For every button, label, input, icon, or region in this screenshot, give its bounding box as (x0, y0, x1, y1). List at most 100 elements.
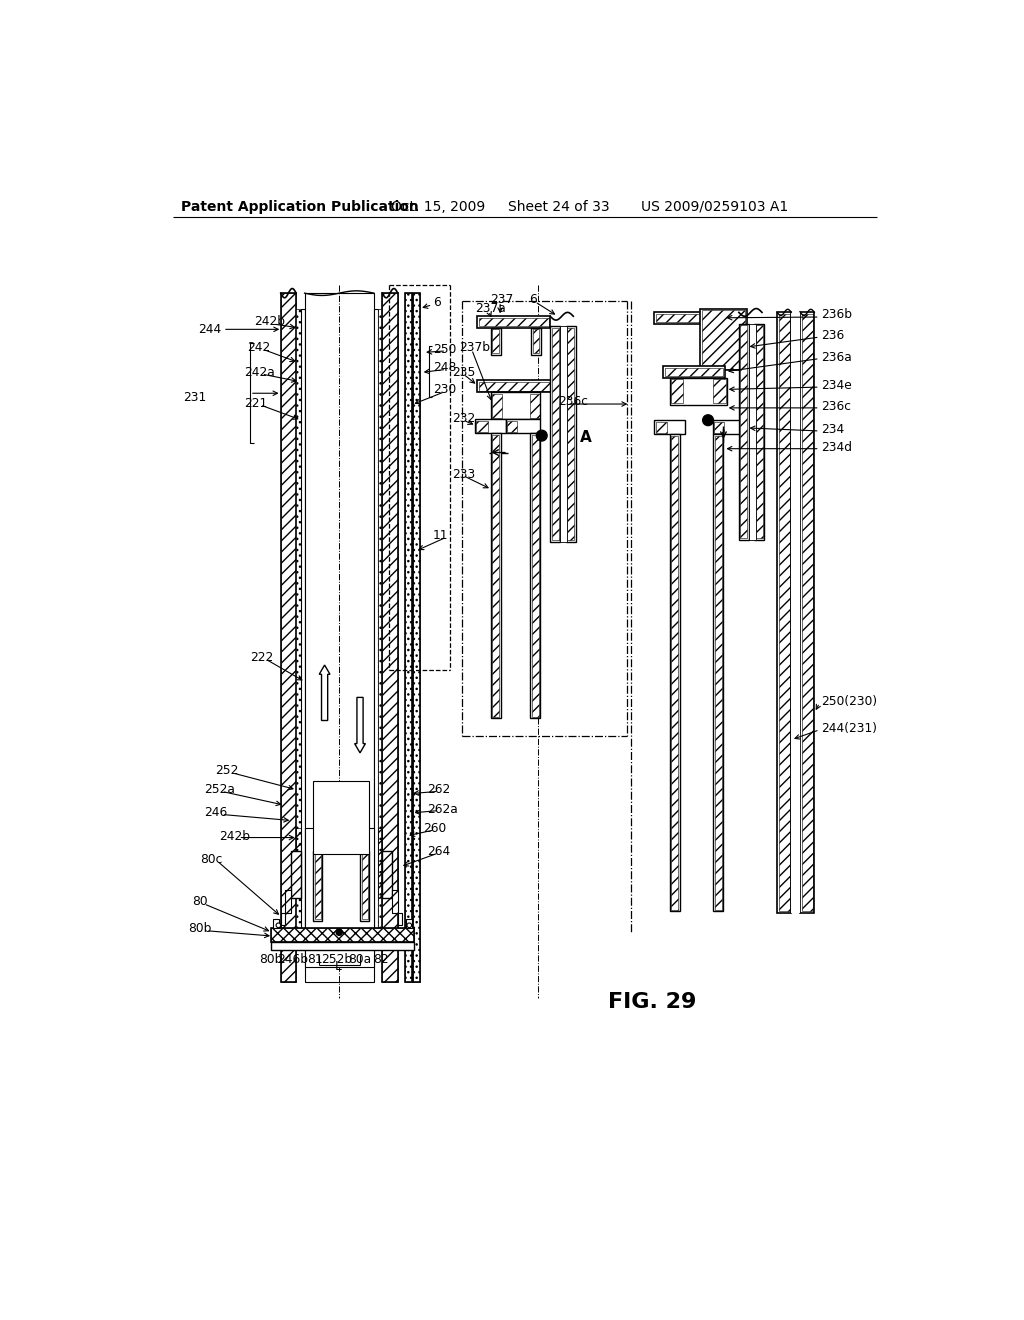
Text: 221: 221 (245, 397, 267, 409)
Bar (493, 434, 500, 717)
Text: 252a: 252a (204, 783, 234, 796)
Bar (779, 314, 790, 911)
Text: 235: 235 (453, 366, 476, 379)
Bar (567, 327, 574, 540)
Bar (801, 313, 814, 913)
Bar (382, 293, 397, 982)
Circle shape (537, 430, 547, 441)
Bar (314, 853, 321, 919)
Circle shape (407, 923, 412, 928)
Bar (281, 293, 296, 982)
Text: 80: 80 (193, 895, 208, 908)
Text: 80a: 80a (348, 953, 372, 966)
Bar (476, 421, 487, 432)
Text: 262: 262 (427, 783, 451, 796)
Bar (565, 326, 575, 543)
Bar (507, 421, 517, 432)
Bar (378, 309, 382, 928)
Text: 234d: 234d (821, 441, 852, 454)
Bar (477, 380, 554, 392)
Bar (493, 330, 500, 354)
Text: 242b: 242b (254, 315, 285, 329)
Bar (271, 928, 414, 942)
Text: 264: 264 (427, 845, 451, 858)
Bar (382, 851, 391, 898)
Text: 236c: 236c (821, 400, 851, 413)
Text: 236: 236 (821, 329, 845, 342)
Text: 244: 244 (199, 323, 221, 335)
Text: 234e: 234e (821, 379, 852, 392)
Bar (701, 310, 745, 368)
Bar (655, 422, 668, 433)
Text: 246: 246 (204, 807, 227, 820)
Text: US 2009/0259103 A1: US 2009/0259103 A1 (641, 199, 788, 214)
FancyArrow shape (354, 697, 366, 752)
Text: A: A (581, 429, 592, 445)
Text: L: L (335, 961, 342, 973)
Text: 11: 11 (433, 529, 449, 543)
Text: 6: 6 (433, 296, 441, 309)
Bar (361, 853, 368, 919)
Text: 230: 230 (433, 383, 457, 396)
Text: 237: 237 (490, 293, 513, 306)
Bar (301, 309, 304, 928)
Bar (740, 326, 748, 539)
Text: 260: 260 (423, 822, 446, 834)
Circle shape (336, 929, 342, 936)
Bar (391, 890, 397, 913)
Bar (739, 323, 749, 540)
Bar (493, 395, 503, 418)
Text: 81: 81 (307, 953, 324, 966)
Bar (281, 913, 285, 924)
FancyArrow shape (319, 665, 330, 721)
Bar (407, 919, 413, 928)
Bar (313, 851, 323, 921)
Bar (714, 379, 726, 404)
Bar (291, 851, 301, 898)
Bar (271, 928, 414, 942)
Text: 250: 250 (433, 343, 457, 356)
Bar (273, 919, 280, 928)
Bar (714, 422, 724, 433)
Bar (296, 829, 301, 898)
Bar (792, 313, 801, 913)
Text: 232: 232 (453, 412, 476, 425)
Bar (478, 381, 553, 391)
Text: 6: 6 (528, 293, 537, 306)
Bar (490, 327, 501, 355)
Bar (560, 326, 567, 543)
Text: 80c: 80c (200, 853, 222, 866)
Bar (397, 913, 401, 924)
Bar (700, 309, 746, 370)
Bar (413, 293, 420, 982)
Text: Oct. 15, 2009: Oct. 15, 2009 (391, 199, 485, 214)
Text: 236b: 236b (821, 308, 852, 321)
Bar (654, 420, 685, 434)
Bar (304, 829, 374, 966)
Text: 237a: 237a (475, 302, 506, 315)
Text: 246b: 246b (276, 953, 308, 966)
Bar (382, 293, 397, 982)
Bar (671, 436, 678, 909)
Text: Patent Application Publication: Patent Application Publication (180, 199, 419, 214)
Bar (313, 780, 370, 854)
Bar (374, 309, 378, 928)
Bar (532, 330, 540, 354)
Text: 82: 82 (373, 953, 389, 966)
Bar (291, 851, 301, 898)
Text: FIG. 29: FIG. 29 (608, 991, 696, 1011)
Bar (490, 433, 501, 718)
Text: 242: 242 (248, 341, 271, 354)
Bar (654, 313, 724, 323)
Text: Sheet 24 of 33: Sheet 24 of 33 (508, 199, 609, 214)
Bar (271, 942, 414, 950)
Bar (531, 434, 539, 717)
Bar (406, 293, 413, 982)
Bar (506, 420, 541, 433)
Bar (670, 434, 680, 911)
Text: 252b: 252b (322, 953, 352, 966)
Bar (530, 395, 541, 418)
Bar (777, 313, 792, 913)
Bar (665, 368, 724, 376)
Bar (360, 851, 370, 921)
